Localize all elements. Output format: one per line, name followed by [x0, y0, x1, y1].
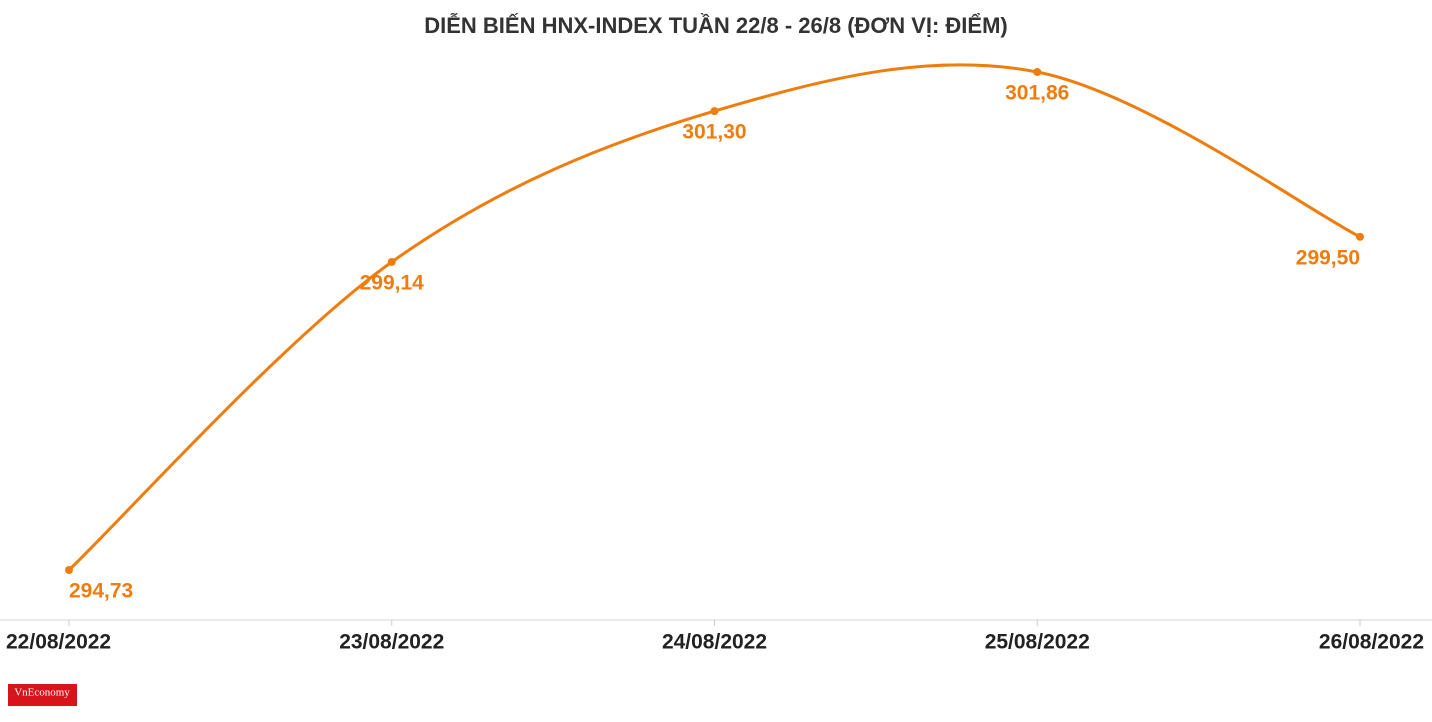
logo-text: VnEconomy: [14, 687, 70, 699]
chart-title: DIỄN BIẾN HNX-INDEX TUẦN 22/8 - 26/8 (ĐƠ…: [424, 12, 1008, 38]
value-label: 301,86: [1005, 82, 1069, 105]
value-label: 301,30: [682, 121, 746, 144]
point: [65, 566, 73, 574]
logo: VnEconomy: [8, 684, 77, 706]
point: [1356, 232, 1364, 241]
point: [1033, 68, 1042, 76]
x-tick-label: 22/08/2022: [6, 631, 111, 654]
logo-box: [8, 684, 77, 706]
x-tick-label: 26/08/2022: [1319, 631, 1424, 654]
value-label: 299,14: [360, 272, 425, 295]
value-label: 299,50: [1296, 246, 1360, 269]
point: [710, 107, 719, 116]
x-tick-label: 24/08/2022: [662, 631, 767, 654]
value-label: 294,73: [69, 580, 133, 603]
x-tick-label: 25/08/2022: [985, 631, 1090, 654]
x-tick-label: 23/08/2022: [339, 631, 444, 654]
point: [387, 257, 396, 266]
